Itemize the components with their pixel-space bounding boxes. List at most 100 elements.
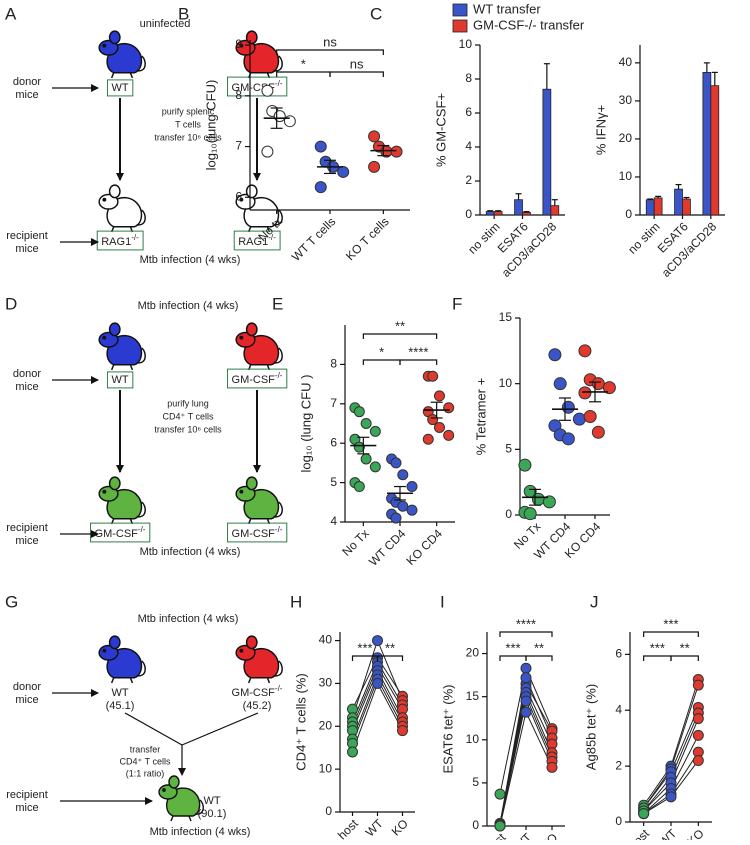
data-point [591,425,605,439]
data-point [273,110,286,123]
label-text: WT [203,795,220,807]
panel-letter: A [5,4,17,23]
data-point [433,421,445,433]
x-tick-label: no stim [465,219,502,256]
y-tick-label: 40 [619,55,633,69]
data-point [518,458,532,472]
data-point [692,679,704,691]
label: RAG1-/- [238,233,276,248]
y-axis-label: Ag85b tet⁺ (%) [583,684,598,770]
procedure-text: CD4⁺ T cells [163,411,214,421]
label: RAG1-/- [101,233,139,248]
procedure-text: purify splenic [162,106,215,116]
recipient-label: recipient [6,230,48,242]
y-tick-label: 8 [330,357,337,371]
y-axis-label: log₁₀ (lung CFU ) [298,375,313,473]
x-tick-label: KO T cells [343,214,392,263]
data-point [360,453,372,465]
label-sup: -/- [275,371,283,380]
diagram-footer: Mtb infection (4 wks) [140,546,241,558]
data-point [692,713,704,725]
significance-bracket [276,71,331,77]
data-point [520,662,532,674]
x-tick-label: WT T cells [289,214,339,264]
bar [682,198,691,216]
y-tick-label: 0 [472,818,479,832]
recipient-label: recipient [6,522,48,534]
bar [710,85,720,216]
y-tick-label: 30 [319,676,333,690]
significance-label: *** [505,640,520,655]
procedure-text: transfer 10⁶ cells [154,424,222,434]
y-tick-label: 2 [615,758,622,772]
data-point [390,457,402,469]
y-tick-label: 5 [330,475,337,489]
significance-label: *** [357,640,372,655]
significance-bracket [276,49,384,55]
y-tick-label: 8 [235,88,242,102]
panel-letter: H [290,592,302,611]
label-sup: -/- [275,525,283,534]
y-tick-label: 2 [465,173,472,187]
label-sup: -/- [275,684,283,693]
recipient-label: mice [15,535,38,547]
significance-label: ** [385,640,395,655]
panel-letter: G [5,592,18,611]
y-axis-label: CD4⁺ T cells (%) [293,673,308,770]
significance-bracket [670,655,699,661]
significance-bracket [362,333,438,339]
legend-swatch [452,3,468,17]
bar [702,71,712,216]
mouse-icon [98,184,146,233]
diagram-header: uninfected [140,18,191,30]
y-tick-label: 15 [499,310,513,324]
x-tick-label: host [335,816,361,840]
data-point [692,729,704,741]
data-point [406,481,418,493]
y-axis-label: % GM-CSF+ [433,93,448,167]
panel-letter: E [272,294,283,313]
x-tick-label: KO [389,816,411,838]
donor-label: mice [15,694,38,706]
label-text: GM-CSF [95,528,139,540]
label: GM-CSF-/- [232,371,283,386]
y-axis-label: log₁₀(lung CFU) [203,80,218,171]
significance-label: ** [395,318,405,333]
x-tick-label: WT [363,816,387,840]
data-point [390,512,402,524]
label-sup: -/- [268,233,276,242]
data-point [406,504,418,516]
y-tick-label: 40 [319,633,333,647]
y-tick-label: 8 [465,71,472,85]
data-point [553,377,567,391]
significance-bracket [643,655,672,661]
significance-bracket [376,655,404,661]
significance-label: * [379,344,384,359]
data-point [578,344,592,358]
significance-label: ** [680,640,690,655]
label-text: RAG1 [101,236,131,248]
y-tick-label: 0 [325,804,332,818]
bar [674,188,683,216]
x-tick-label: host [626,826,652,840]
data-point [572,412,586,426]
label-sup: -/- [138,525,146,534]
data-point [368,160,381,173]
data-point [546,761,558,773]
x-tick-label: WT [656,826,680,840]
panel-letter: F [452,294,462,313]
label: GM-CSF-/- [95,525,146,540]
mouse-icon [235,322,283,371]
mouse-icon [98,30,146,79]
label: WT [111,374,128,386]
y-tick-label: 0 [625,207,632,221]
recipient-note: (90.1) [198,808,227,820]
data-point [523,507,537,521]
significance-label: * [301,56,306,71]
data-point [261,145,274,158]
x-tick-label: no stim [625,219,662,256]
significance-bracket [643,631,699,637]
bar [542,88,552,216]
label-box [227,76,288,97]
